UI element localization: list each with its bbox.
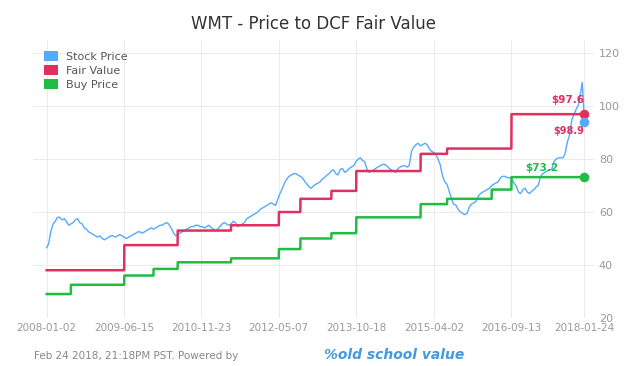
Point (579, 174, 589, 180)
Text: Feb 24 2018, 21:18PM PST. Powered by: Feb 24 2018, 21:18PM PST. Powered by (34, 351, 241, 361)
Point (579, 111, 589, 117)
Text: $97.6: $97.6 (551, 95, 584, 105)
Text: $73.2: $73.2 (525, 163, 558, 173)
Title: WMT - Price to DCF Fair Value: WMT - Price to DCF Fair Value (191, 15, 436, 33)
Text: %old school value: %old school value (324, 348, 464, 362)
Legend: Stock Price, Fair Value, Buy Price: Stock Price, Fair Value, Buy Price (39, 46, 133, 96)
Text: $98.9: $98.9 (553, 126, 584, 136)
Point (579, 119, 589, 125)
